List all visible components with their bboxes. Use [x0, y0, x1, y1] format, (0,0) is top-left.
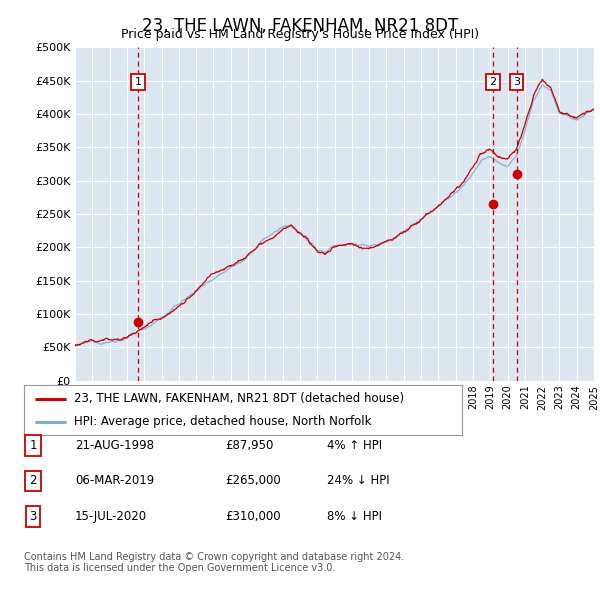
Text: Contains HM Land Registry data © Crown copyright and database right 2024.: Contains HM Land Registry data © Crown c…	[24, 552, 404, 562]
Text: 23, THE LAWN, FAKENHAM, NR21 8DT (detached house): 23, THE LAWN, FAKENHAM, NR21 8DT (detach…	[74, 392, 404, 405]
Text: 2: 2	[29, 474, 37, 487]
Text: 21-AUG-1998: 21-AUG-1998	[75, 439, 154, 452]
Text: Price paid vs. HM Land Registry's House Price Index (HPI): Price paid vs. HM Land Registry's House …	[121, 28, 479, 41]
Text: 15-JUL-2020: 15-JUL-2020	[75, 510, 147, 523]
Text: 3: 3	[514, 77, 520, 87]
Text: 24% ↓ HPI: 24% ↓ HPI	[327, 474, 389, 487]
Text: This data is licensed under the Open Government Licence v3.0.: This data is licensed under the Open Gov…	[24, 563, 335, 573]
Text: £310,000: £310,000	[225, 510, 281, 523]
Text: 2: 2	[490, 77, 497, 87]
Text: 1: 1	[134, 77, 142, 87]
Text: 8% ↓ HPI: 8% ↓ HPI	[327, 510, 382, 523]
Text: 1: 1	[29, 439, 37, 452]
Text: 23, THE LAWN, FAKENHAM, NR21 8DT: 23, THE LAWN, FAKENHAM, NR21 8DT	[142, 17, 458, 35]
Text: 4% ↑ HPI: 4% ↑ HPI	[327, 439, 382, 452]
Text: HPI: Average price, detached house, North Norfolk: HPI: Average price, detached house, Nort…	[74, 415, 372, 428]
Text: 3: 3	[29, 510, 37, 523]
Text: 06-MAR-2019: 06-MAR-2019	[75, 474, 154, 487]
Text: £265,000: £265,000	[225, 474, 281, 487]
Text: £87,950: £87,950	[225, 439, 274, 452]
